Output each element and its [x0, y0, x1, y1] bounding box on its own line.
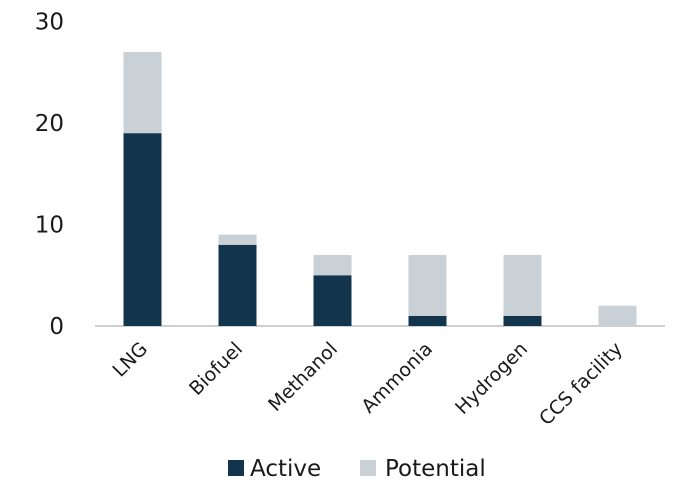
legend-swatch-potential: [360, 460, 376, 476]
x-category-label: Ammonia: [357, 338, 437, 418]
bar-active: [503, 315, 542, 326]
bar-active: [313, 275, 352, 326]
bar-potential: [598, 305, 637, 326]
y-tick-label: 10: [35, 213, 64, 239]
bar-active: [218, 244, 257, 326]
y-tick-label: 20: [35, 111, 64, 137]
y-tick-label: 30: [35, 10, 64, 36]
bar-potential: [313, 254, 352, 276]
legend-label-active: Active: [250, 456, 321, 482]
bar-potential: [503, 254, 542, 316]
x-category-label: Biofuel: [185, 338, 247, 400]
bars: [123, 51, 637, 326]
y-axis-ticks: 0 10 20 30: [35, 10, 64, 341]
bar-potential: [218, 234, 257, 245]
legend: Active Potential: [228, 456, 486, 482]
x-category-label: Hydrogen: [451, 338, 532, 419]
x-category-label: CCS facility: [535, 338, 627, 430]
bar-active: [408, 315, 447, 326]
bar-potential: [408, 254, 447, 316]
bar-active: [123, 133, 162, 326]
bar-potential: [123, 51, 162, 134]
y-tick-label: 0: [49, 314, 64, 340]
x-category-label: LNG: [109, 338, 153, 382]
legend-swatch-active: [228, 460, 244, 476]
legend-label-potential: Potential: [385, 456, 486, 482]
x-axis-category-labels: LNG Biofuel Methanol Ammonia Hydrogen CCS fac…: [109, 338, 628, 430]
x-category-label: Methanol: [264, 338, 342, 416]
